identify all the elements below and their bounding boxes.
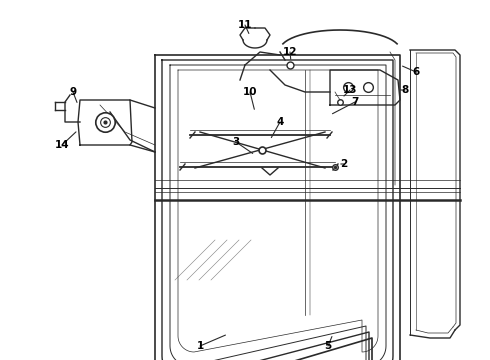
Text: 13: 13 (343, 85, 357, 95)
Text: 12: 12 (283, 47, 297, 57)
Text: 3: 3 (232, 137, 240, 147)
Text: 5: 5 (324, 341, 332, 351)
Text: 7: 7 (351, 97, 359, 107)
Text: 10: 10 (243, 87, 257, 97)
Text: 6: 6 (413, 67, 419, 77)
Text: 2: 2 (341, 159, 347, 169)
Text: 1: 1 (196, 341, 204, 351)
Text: 8: 8 (401, 85, 409, 95)
Text: 14: 14 (55, 140, 69, 150)
Text: 9: 9 (70, 87, 76, 97)
Text: 4: 4 (276, 117, 284, 127)
Text: 11: 11 (238, 20, 252, 30)
